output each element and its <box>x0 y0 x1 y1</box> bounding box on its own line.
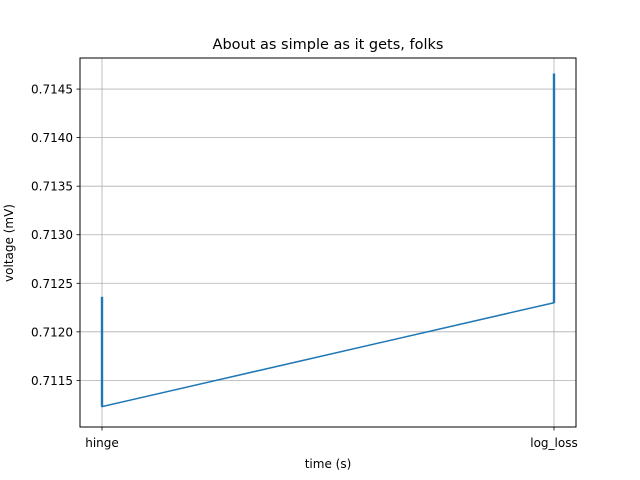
tick-layer: hinge log_loss 0.7115 0.7120 0.7125 0.7130 0.7… <box>31 83 578 450</box>
x-tick-label: log_loss <box>530 436 577 450</box>
x-tick-label: hinge <box>85 436 119 450</box>
x-axis-label: time (s) <box>305 457 352 471</box>
series-layer <box>100 73 556 408</box>
y-tick-label: 0.7135 <box>31 180 73 194</box>
y-tick-label: 0.7125 <box>31 277 73 291</box>
plot-frame <box>79 57 577 428</box>
y-tick-label: 0.7145 <box>31 83 73 97</box>
y-tick-label: 0.7140 <box>31 131 73 145</box>
y-tick-label: 0.7130 <box>31 228 73 242</box>
chart-title: About as simple as it gets, folks <box>213 37 444 53</box>
y-tick-label: 0.7115 <box>31 374 73 388</box>
y-tick-label: 0.7120 <box>31 325 73 339</box>
y-axis-label: voltage (mV) <box>2 204 16 282</box>
